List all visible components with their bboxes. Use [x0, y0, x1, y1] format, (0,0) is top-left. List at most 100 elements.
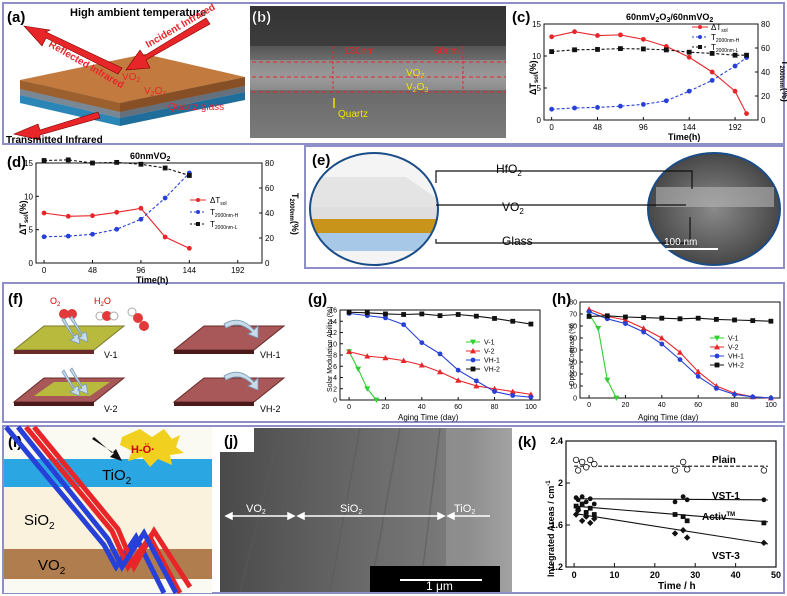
c-point-1-7	[709, 78, 715, 83]
h-series-line-0	[588, 313, 617, 399]
h-legend-label-1: V-2	[728, 345, 739, 352]
sem-j-scale-label: 1 μm	[426, 579, 453, 593]
h-ytick-label: 50	[569, 336, 577, 343]
h-point-2-9	[750, 394, 756, 400]
d-point-2-5	[162, 165, 168, 171]
g-point-3-8	[492, 316, 497, 321]
g-point-1-3	[400, 357, 407, 364]
panel-h-label: (h)	[552, 291, 571, 308]
g-point-3-10	[528, 321, 534, 327]
flow-arrows	[61, 315, 259, 397]
h-ytick-label: 70	[569, 312, 577, 319]
g-point-1-6	[455, 377, 462, 383]
h-point-3-5	[677, 316, 683, 322]
h-legend-marker-3	[714, 362, 720, 368]
c-ytick-right-label: 80	[761, 20, 770, 29]
g-point-2-4	[419, 340, 425, 346]
h-xtick-label: 20	[622, 402, 630, 409]
c-ytick-left-label: 15	[532, 20, 541, 29]
d-point-0-0	[41, 210, 47, 216]
c-point-1-6	[686, 88, 692, 94]
panel-b: (b) 130nm 60nm VO2 V2O3 Quartz	[250, 6, 506, 138]
h-xtick-label: 80	[731, 402, 739, 409]
hfo2-film-edge	[310, 207, 438, 219]
panel-c-ylabel-right: T2000nm(%)	[778, 60, 787, 102]
vo2-film	[310, 219, 438, 233]
panel-d-label: (d)	[7, 154, 26, 171]
g-point-0-3	[373, 397, 380, 403]
h-legend-label-3: VH-2	[728, 363, 744, 370]
vo2-layer	[20, 54, 245, 103]
h-ytick-label: 20	[569, 372, 577, 379]
g-legend-label-0: V-1	[484, 340, 495, 347]
d-xtick-label: 96	[136, 266, 145, 275]
h-point-2-10	[768, 395, 774, 401]
h-point-3-1	[604, 313, 610, 319]
label-glass: Glass	[502, 234, 533, 248]
sample-vh2-label: VH-2	[260, 404, 281, 414]
c-series-line-2	[551, 48, 747, 56]
sio2-text: SiO2	[24, 512, 55, 532]
d-ytick-left-label: 15	[24, 159, 33, 168]
h-legend-label-0: V-1	[728, 336, 739, 343]
g-legend-label-1: V-2	[484, 349, 495, 356]
c-point-1-3	[618, 103, 623, 109]
panel-f-label: (f)	[8, 291, 23, 308]
d-ytick-right-label: 40	[265, 209, 274, 218]
h-ytick-label: 10	[569, 384, 577, 391]
k-point-1-9	[761, 497, 767, 503]
c-point-1-5	[663, 98, 669, 104]
sem-b-dark-band	[250, 6, 506, 46]
d-point-1-2	[90, 231, 95, 237]
c-point-2-3	[618, 46, 623, 51]
g-ytick-label: 10	[329, 341, 337, 348]
h-legend-label-2: VH-1	[728, 354, 744, 361]
panel-a-label: (a)	[7, 9, 25, 26]
g-point-3-5	[437, 313, 443, 319]
k-point-0-6	[671, 467, 679, 474]
g-point-1-7	[473, 382, 480, 389]
panel-d-xlabel: Time(h)	[136, 275, 168, 285]
k-point-0-9	[760, 467, 768, 474]
g-point-2-7	[473, 378, 479, 384]
h-point-3-7	[713, 317, 719, 322]
k-plot-frame	[565, 440, 777, 568]
k-point-3-7	[679, 527, 687, 534]
c-point-2-8	[732, 52, 738, 58]
h-point-0-3	[613, 395, 620, 401]
k-xtick-label: 50	[771, 570, 781, 580]
g-point-1-1	[364, 353, 371, 359]
g-point-0-1	[355, 366, 362, 373]
g-point-3-9	[510, 318, 516, 324]
h-point-3-8	[732, 317, 737, 323]
c-point-1-2	[595, 105, 600, 110]
k-ytick-label: 2	[558, 478, 563, 488]
c-point-1-4	[640, 102, 646, 107]
panel-h-chart: (h) Aging Time (day) Optical Contrast (%…	[552, 291, 781, 422]
h-point-3-3	[641, 315, 647, 320]
k-point-2-7	[680, 514, 686, 519]
h-point-3-2	[623, 314, 628, 320]
h2o-label: H2O	[94, 296, 111, 308]
row-frame-second-right	[304, 145, 785, 269]
c-point-1-1	[572, 105, 577, 111]
radical-arrow	[92, 437, 122, 461]
h-point-3-6	[695, 315, 701, 321]
k-ytick-label: 2.4	[550, 436, 563, 446]
k-point-2-5	[591, 512, 597, 517]
k-xtick-label: 20	[650, 570, 660, 580]
g-xtick-label: 20	[382, 404, 390, 411]
sample-vh1-edge	[174, 350, 254, 354]
d-xtick-label: 48	[88, 266, 97, 275]
legend-d-2: T2000nm-H	[210, 208, 239, 219]
g-point-0-2	[364, 386, 371, 392]
panel-d-ylabel-left: ΔTsol(%)	[18, 200, 30, 235]
legend-c-2: T2000nm-H	[711, 33, 740, 44]
c-point-2-2	[595, 47, 600, 52]
pointer-lines	[435, 170, 693, 244]
panel-d-ylabel-right: T2000nm(%)	[288, 193, 300, 235]
d-ytick-right-label: 80	[265, 159, 274, 168]
sem-circle-e	[648, 153, 780, 265]
g-xtick-label: 60	[454, 404, 462, 411]
h-point-2-0	[586, 309, 592, 314]
